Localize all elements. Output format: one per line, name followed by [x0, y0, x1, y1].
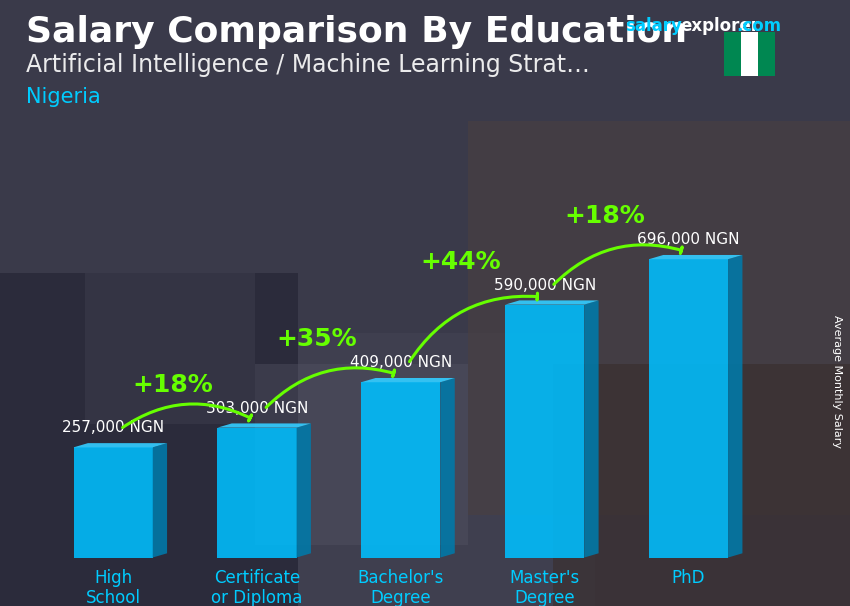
- Polygon shape: [297, 424, 311, 558]
- Polygon shape: [74, 443, 167, 447]
- Text: Salary Comparison By Education: Salary Comparison By Education: [26, 15, 687, 49]
- Text: +44%: +44%: [420, 250, 501, 274]
- Bar: [758, 32, 775, 76]
- Bar: [552, 364, 850, 606]
- Polygon shape: [649, 255, 742, 259]
- Text: explorer: explorer: [680, 17, 759, 35]
- Text: 257,000 NGN: 257,000 NGN: [62, 421, 164, 435]
- Text: Average Monthly Salary: Average Monthly Salary: [832, 315, 842, 448]
- Bar: [361, 382, 440, 558]
- Polygon shape: [440, 378, 455, 558]
- Bar: [218, 428, 297, 558]
- Polygon shape: [153, 443, 167, 558]
- Polygon shape: [218, 424, 311, 428]
- Text: 590,000 NGN: 590,000 NGN: [494, 278, 596, 293]
- Bar: [74, 447, 153, 558]
- Bar: [724, 32, 741, 76]
- Text: +18%: +18%: [564, 204, 644, 228]
- Bar: [649, 259, 728, 558]
- Bar: [741, 32, 758, 76]
- Bar: [85, 273, 255, 424]
- Polygon shape: [728, 255, 742, 558]
- Text: salary: salary: [625, 17, 682, 35]
- Polygon shape: [505, 301, 598, 305]
- Bar: [255, 364, 468, 545]
- Text: +35%: +35%: [276, 327, 357, 351]
- Text: 696,000 NGN: 696,000 NGN: [638, 232, 740, 247]
- Text: +18%: +18%: [133, 373, 213, 397]
- Text: Nigeria: Nigeria: [26, 87, 100, 107]
- Text: .com: .com: [736, 17, 781, 35]
- Bar: [0, 273, 298, 606]
- Text: 303,000 NGN: 303,000 NGN: [206, 401, 309, 416]
- Polygon shape: [584, 301, 598, 558]
- Bar: [505, 305, 584, 558]
- Bar: [298, 333, 595, 606]
- Text: 409,000 NGN: 409,000 NGN: [349, 355, 452, 370]
- Text: Artificial Intelligence / Machine Learning Strat…: Artificial Intelligence / Machine Learni…: [26, 53, 589, 78]
- Bar: [468, 121, 850, 515]
- Polygon shape: [361, 378, 455, 382]
